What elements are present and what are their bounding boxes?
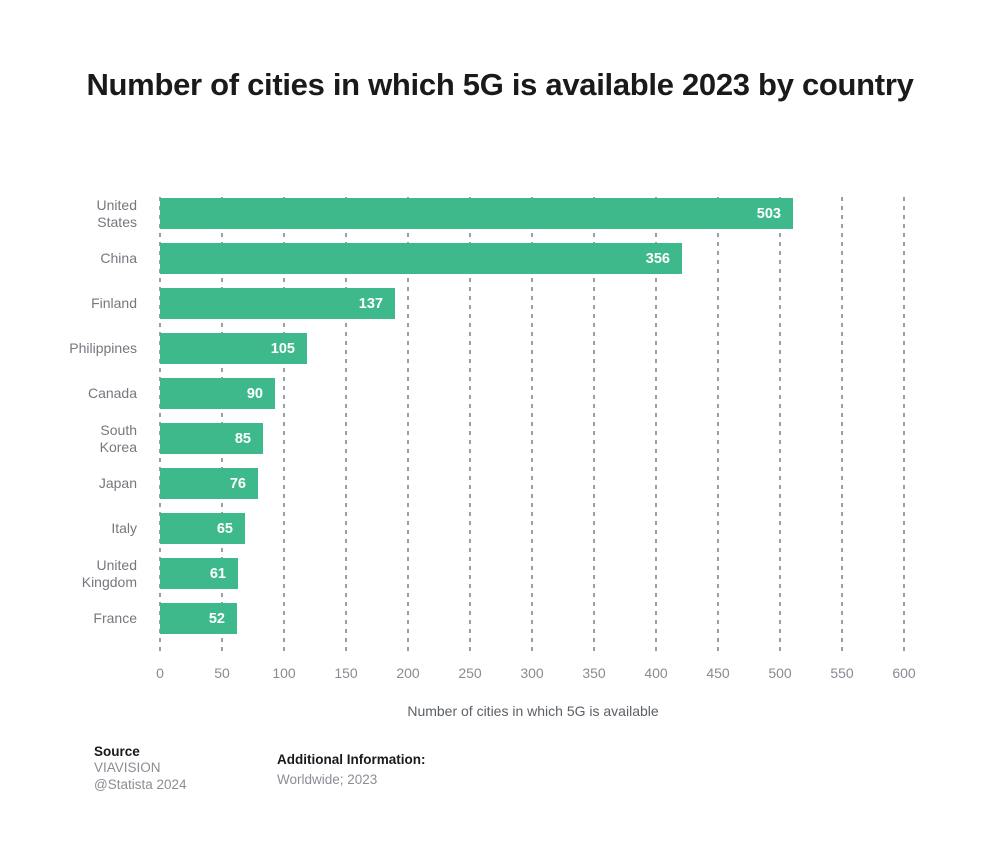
bar: 85 xyxy=(160,423,263,454)
category-label: Italy xyxy=(111,520,137,536)
bar: 105 xyxy=(160,333,307,364)
x-tick-label: 400 xyxy=(644,665,668,681)
gridline xyxy=(903,197,905,655)
category-label: France xyxy=(93,610,137,626)
gridline xyxy=(655,197,657,655)
bar: 137 xyxy=(160,288,395,319)
additional-info-block: Additional Information: Worldwide; 2023 xyxy=(277,752,425,787)
gridline xyxy=(717,197,719,655)
source-label: Source xyxy=(94,744,140,759)
bar: 52 xyxy=(160,603,237,634)
bar-value-label: 503 xyxy=(756,205,781,222)
bar-chart: 0 50 100 150 200 250 300 350 400 450 500 550 600 Num… xyxy=(0,197,1000,742)
x-axis-label: Number of cities in which 5G is availabl… xyxy=(407,703,659,719)
gridline xyxy=(407,197,409,655)
x-tick-label: 300 xyxy=(520,665,544,681)
x-tick-label: 100 xyxy=(272,665,296,681)
bar: 356 xyxy=(160,243,682,274)
category-label: South Korea xyxy=(99,421,137,455)
bar-value-label: 356 xyxy=(645,250,670,267)
bar-value-label: 65 xyxy=(216,520,233,537)
gridline xyxy=(531,197,533,655)
gridline xyxy=(841,197,843,655)
category-label: Japan xyxy=(98,475,137,491)
bar-value-label: 52 xyxy=(208,610,225,627)
bar-value-label: 61 xyxy=(209,565,226,582)
category-label: China xyxy=(100,250,137,266)
x-tick-label: 0 xyxy=(156,665,164,681)
bar: 503 xyxy=(160,198,793,229)
x-tick-label: 550 xyxy=(830,665,854,681)
gridline xyxy=(469,197,471,655)
bar: 90 xyxy=(160,378,275,409)
gridline xyxy=(345,197,347,655)
gridline xyxy=(593,197,595,655)
bar: 65 xyxy=(160,513,245,544)
source-block: Source VIAVISION @Statista 2024 xyxy=(94,744,187,793)
x-tick-label: 50 xyxy=(214,665,230,681)
chart-title: Number of cities in which 5G is availabl… xyxy=(86,66,914,102)
x-tick-label: 200 xyxy=(396,665,420,681)
x-tick-label: 150 xyxy=(334,665,358,681)
x-axis-ticks: 0 50 100 150 200 250 300 350 400 450 500 550 600 xyxy=(156,665,916,683)
bar-value-label: 90 xyxy=(246,385,263,402)
x-tick-label: 600 xyxy=(892,665,916,681)
x-tick-label: 350 xyxy=(582,665,606,681)
category-label: Philippines xyxy=(69,340,137,356)
bar: 61 xyxy=(160,558,238,589)
category-label: United Kingdom xyxy=(81,556,137,590)
source-credit: @Statista 2024 xyxy=(94,777,187,792)
gridline xyxy=(283,197,285,655)
additional-info-label: Additional Information: xyxy=(277,752,426,767)
bar-value-label: 105 xyxy=(270,340,295,357)
x-tick-label: 500 xyxy=(768,665,792,681)
bar-value-label: 76 xyxy=(229,475,246,492)
source-name: VIAVISION xyxy=(94,760,161,775)
category-label: Canada xyxy=(87,385,137,401)
category-label: United States xyxy=(96,196,137,230)
category-label: Finland xyxy=(91,295,137,311)
x-tick-label: 450 xyxy=(706,665,730,681)
gridline xyxy=(779,197,781,655)
additional-info-value: Worldwide; 2023 xyxy=(277,772,378,787)
bar: 76 xyxy=(160,468,258,499)
x-tick-label: 250 xyxy=(458,665,482,681)
bar-value-label: 137 xyxy=(358,295,383,312)
bar-value-label: 85 xyxy=(234,430,251,447)
